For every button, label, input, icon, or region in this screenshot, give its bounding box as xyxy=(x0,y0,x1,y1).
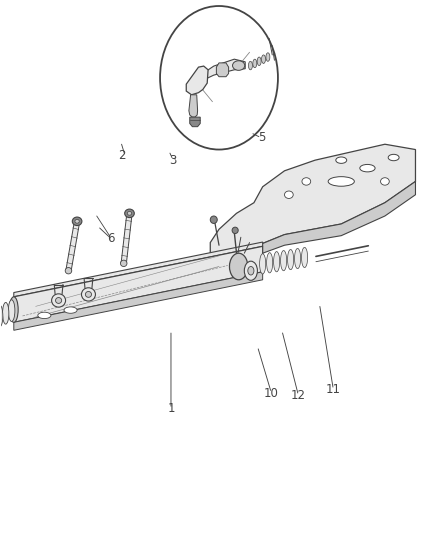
Ellipse shape xyxy=(266,53,270,61)
Ellipse shape xyxy=(72,217,82,225)
Polygon shape xyxy=(206,59,245,79)
Ellipse shape xyxy=(120,260,127,266)
Text: 1: 1 xyxy=(167,402,175,415)
Ellipse shape xyxy=(8,300,15,321)
Polygon shape xyxy=(190,117,200,127)
Ellipse shape xyxy=(281,251,287,271)
Ellipse shape xyxy=(388,155,399,161)
Ellipse shape xyxy=(75,220,79,223)
Ellipse shape xyxy=(0,305,3,327)
Polygon shape xyxy=(186,66,208,95)
Ellipse shape xyxy=(253,59,257,68)
Ellipse shape xyxy=(294,248,300,269)
Text: 5: 5 xyxy=(258,131,265,144)
Text: 3: 3 xyxy=(170,154,177,167)
Ellipse shape xyxy=(125,209,134,217)
Ellipse shape xyxy=(233,61,245,70)
Ellipse shape xyxy=(232,227,238,233)
Ellipse shape xyxy=(301,247,307,268)
Ellipse shape xyxy=(38,312,51,319)
Ellipse shape xyxy=(261,55,265,63)
Ellipse shape xyxy=(274,252,280,272)
Ellipse shape xyxy=(260,254,266,274)
Ellipse shape xyxy=(381,177,389,185)
Ellipse shape xyxy=(267,253,273,273)
Text: 6: 6 xyxy=(107,232,114,245)
Ellipse shape xyxy=(65,268,72,274)
Ellipse shape xyxy=(56,297,62,303)
Ellipse shape xyxy=(230,253,248,280)
Text: 11: 11 xyxy=(326,383,341,397)
Ellipse shape xyxy=(81,288,95,301)
Polygon shape xyxy=(121,213,132,264)
Ellipse shape xyxy=(257,57,261,66)
Text: 12: 12 xyxy=(291,389,306,402)
Ellipse shape xyxy=(3,302,9,324)
Polygon shape xyxy=(189,95,198,117)
Ellipse shape xyxy=(288,249,293,270)
Ellipse shape xyxy=(328,176,354,186)
Ellipse shape xyxy=(52,294,66,307)
Ellipse shape xyxy=(244,261,258,280)
Ellipse shape xyxy=(248,61,252,70)
Ellipse shape xyxy=(10,297,18,322)
Ellipse shape xyxy=(302,177,311,185)
Ellipse shape xyxy=(210,216,217,223)
Text: 2: 2 xyxy=(118,149,125,163)
Ellipse shape xyxy=(336,157,347,164)
Ellipse shape xyxy=(127,212,132,215)
Polygon shape xyxy=(14,242,263,297)
Polygon shape xyxy=(210,144,416,269)
Ellipse shape xyxy=(85,292,92,297)
Ellipse shape xyxy=(360,165,375,172)
Ellipse shape xyxy=(285,191,293,198)
Ellipse shape xyxy=(248,266,254,275)
Polygon shape xyxy=(216,63,229,77)
Polygon shape xyxy=(14,272,263,330)
Text: 10: 10 xyxy=(264,386,279,400)
Polygon shape xyxy=(66,221,80,271)
Polygon shape xyxy=(14,246,263,322)
Polygon shape xyxy=(210,181,416,277)
Ellipse shape xyxy=(64,307,77,313)
